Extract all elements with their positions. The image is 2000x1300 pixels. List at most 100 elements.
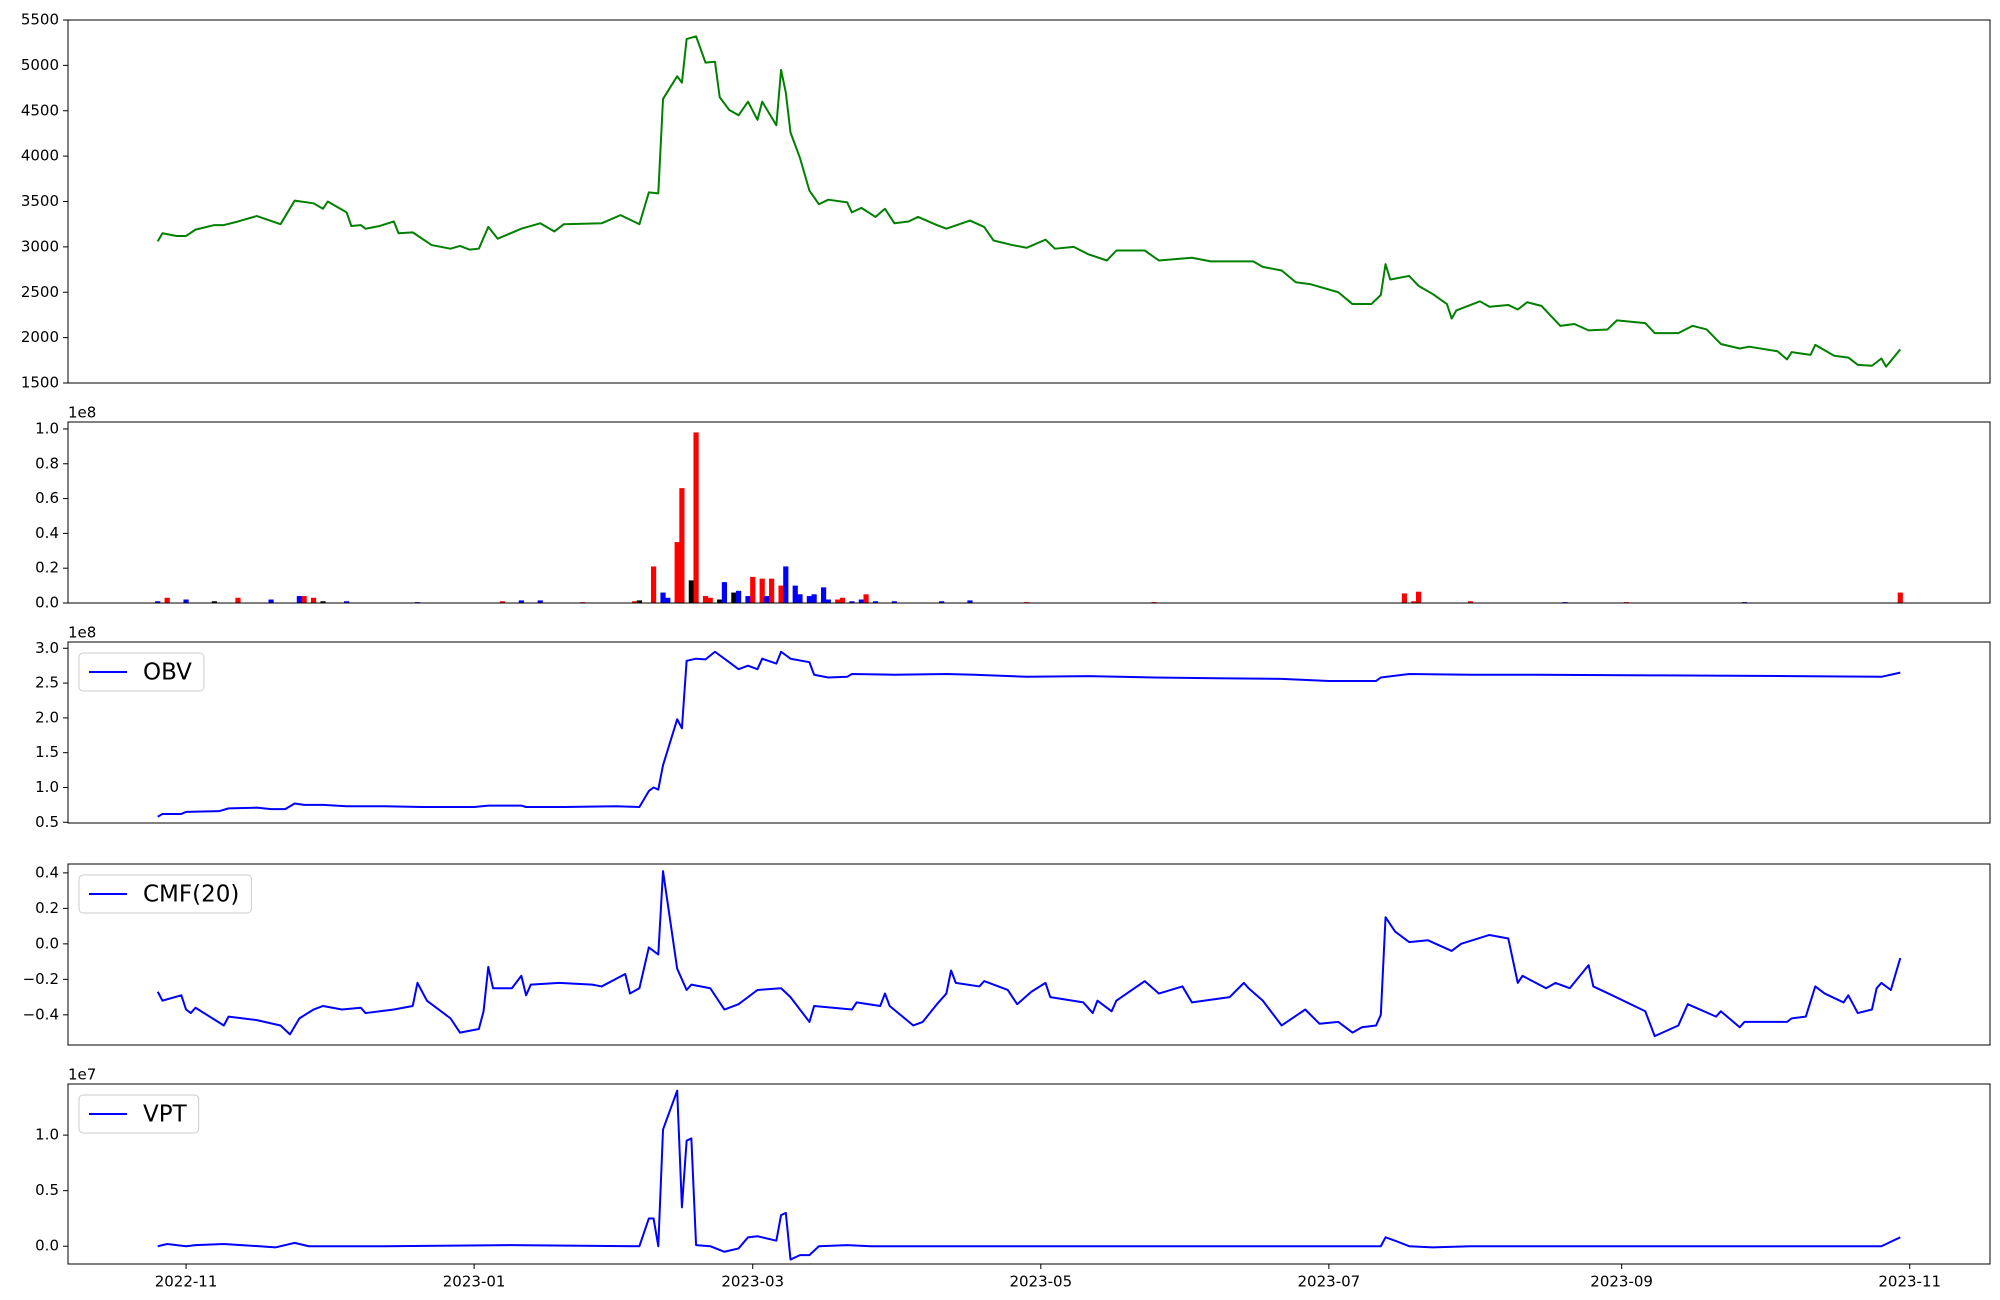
panel: −0.4 −0.2 0.0 0.2 0.4 CMF(20): [23, 863, 1991, 1046]
axis-scale-label: 1e7: [68, 1066, 96, 1084]
y-tick-label: 2500: [21, 283, 59, 301]
bar: [839, 597, 846, 603]
legend-label: CMF(20): [143, 882, 239, 908]
y-tick-label: 2.5: [35, 674, 59, 692]
bar: [1401, 593, 1408, 603]
series-line: [157, 1089, 1901, 1261]
bar: [759, 578, 765, 603]
bar: [778, 585, 784, 603]
y-tick-label: 0.0: [35, 594, 59, 612]
panel: 1500 2000 2500 3000 3500 4000 4500 5000 5500: [21, 11, 1991, 392]
bar: [1467, 601, 1474, 603]
y-tick-label: 0.5: [35, 1181, 59, 1199]
bar: [537, 600, 543, 603]
y-tick-label: 0.4: [35, 524, 59, 542]
y-tick-label: 2000: [21, 328, 59, 346]
x-tick-label: 2023-05: [1009, 1273, 1072, 1291]
bar: [717, 599, 723, 603]
y-tick-label: 0.4: [35, 863, 59, 881]
bar: [858, 599, 864, 603]
axes-frame: [67, 19, 1991, 384]
axis-scale-label: 1e8: [68, 624, 96, 642]
bar: [211, 601, 217, 603]
y-tick-label: 3500: [21, 192, 59, 210]
y-tick-label: 0.6: [35, 489, 59, 507]
x-tick-label: 2023-09: [1590, 1273, 1653, 1291]
bar: [735, 590, 742, 603]
bar: [183, 599, 189, 603]
bar: [499, 601, 506, 603]
bar: [688, 580, 694, 603]
bar: [1415, 591, 1422, 603]
y-tick-label: 4000: [21, 147, 59, 165]
y-tick-label: 1.5: [35, 743, 59, 761]
y-tick-label: 4500: [21, 101, 59, 119]
bar: [702, 596, 709, 603]
bar: [811, 594, 817, 603]
y-tick-label: 0.2: [35, 559, 59, 577]
bar: [693, 432, 699, 603]
legend-label: VPT: [143, 1102, 188, 1128]
bar: [632, 601, 638, 603]
bar: [750, 576, 756, 603]
legend-box: [78, 1094, 200, 1134]
bar: [268, 599, 274, 603]
bar: [674, 542, 680, 603]
y-tick-label: −0.4: [23, 1005, 59, 1023]
panel: 0.0 0.5 1.0 2022-11 2023-01 2023-03 2023-05 202…: [35, 1066, 1991, 1291]
bar: [820, 587, 827, 603]
bar: [769, 578, 775, 603]
y-tick-label: 0.0: [35, 1237, 59, 1255]
bar: [849, 601, 855, 603]
legend-box: [78, 874, 252, 914]
bar: [301, 596, 307, 603]
bar: [797, 594, 803, 603]
y-tick-label: 5000: [21, 56, 59, 74]
panel: 0.5 1.0 1.5 2.0 2.5 3.0 1e8 OBV: [35, 624, 1991, 831]
bar: [344, 601, 350, 603]
bar: [296, 596, 302, 603]
bar: [745, 596, 751, 603]
bar: [721, 582, 728, 603]
bar: [650, 566, 657, 603]
x-tick-label: 2023-07: [1298, 1273, 1361, 1291]
bar: [764, 596, 770, 603]
y-tick-label: 0.2: [35, 899, 59, 917]
bar: [518, 600, 524, 603]
x-tick-label: 2023-01: [443, 1273, 506, 1291]
bar: [825, 599, 831, 603]
bar: [891, 601, 898, 603]
bar: [155, 601, 161, 603]
bar: [660, 592, 666, 603]
y-tick-label: 1.0: [35, 778, 59, 796]
bar: [835, 599, 841, 603]
legend-box: [78, 652, 205, 692]
bar: [806, 596, 813, 603]
axis-scale-label: 1e8: [68, 404, 96, 422]
y-tick-label: 1500: [21, 374, 59, 392]
panel: 0.0 0.2 0.4 0.6 0.8 1.0 1e8: [35, 404, 1991, 612]
bar: [320, 601, 326, 603]
axes-frame: [67, 641, 1991, 824]
x-tick-label: 2023-03: [721, 1273, 784, 1291]
y-tick-label: 3.0: [35, 639, 59, 657]
legend-label: OBV: [143, 660, 192, 686]
bar: [792, 585, 798, 603]
y-tick-label: 0.5: [35, 813, 59, 831]
bar: [310, 597, 317, 603]
bar: [939, 601, 945, 603]
bar: [665, 597, 671, 603]
axes-frame: [67, 421, 1991, 604]
y-tick-label: 1.0: [35, 419, 59, 437]
bar: [235, 597, 241, 603]
series-line: [156, 870, 1902, 1038]
y-tick-label: 0.0: [35, 934, 59, 952]
y-tick-label: 0.8: [35, 454, 59, 472]
x-tick-label: 2022-11: [155, 1273, 218, 1291]
y-tick-label: 2.0: [35, 708, 59, 726]
bar: [872, 601, 879, 603]
bar: [1411, 601, 1417, 603]
y-tick-label: 3000: [21, 237, 59, 255]
axes-frame: [67, 1083, 1991, 1265]
